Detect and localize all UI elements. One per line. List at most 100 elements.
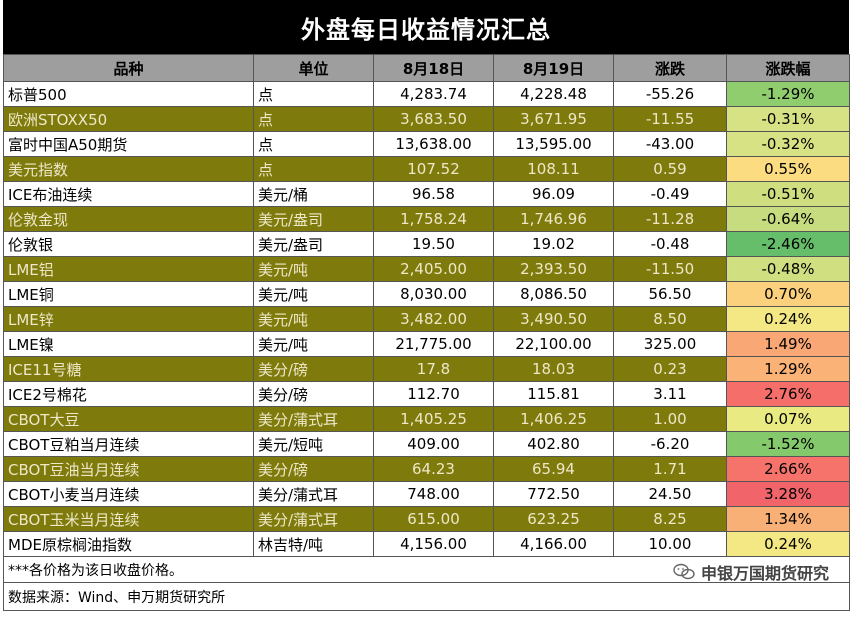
cell-change-pct: -2.46% (726, 231, 850, 257)
cell-date-2-price: 1,746.96 (493, 206, 614, 232)
cell-variety: 美元指数 (3, 156, 254, 182)
cell-unit: 美元/吨 (253, 281, 374, 307)
cell-date-1-price: 1,758.24 (373, 206, 494, 232)
cell-variety: LME镍 (3, 331, 254, 357)
table-row: ICE2号棉花 美分/磅 112.70 115.81 3.11 2.76% (3, 381, 850, 407)
cell-date-1-price: 748.00 (373, 481, 494, 507)
table-row: 伦敦银 美元/盎司 19.50 19.02 -0.48 -2.46% (3, 231, 850, 257)
cell-date-2-price: 4,228.48 (493, 81, 614, 107)
cell-change: -0.49 (613, 181, 727, 207)
table-row: CBOT豆油当月连续 美分/磅 64.23 65.94 1.71 2.66% (3, 456, 850, 482)
cell-change-pct: -1.52% (726, 431, 850, 457)
cell-variety: CBOT大豆 (3, 406, 254, 432)
cell-unit: 美分/磅 (253, 381, 374, 407)
cell-unit: 林吉特/吨 (253, 531, 374, 557)
cell-change-pct: 2.76% (726, 381, 850, 407)
header-row: 品种 单位 8月18日 8月19日 涨跌 涨跌幅 (3, 54, 850, 82)
cell-change-pct: 0.55% (726, 156, 850, 182)
cell-date-1-price: 13,638.00 (373, 131, 494, 157)
cell-variety: CBOT豆油当月连续 (3, 456, 254, 482)
cell-variety: CBOT玉米当月连续 (3, 506, 254, 532)
cell-variety: CBOT豆粕当月连续 (3, 431, 254, 457)
cell-variety: LME铝 (3, 256, 254, 282)
cell-unit: 美分/磅 (253, 456, 374, 482)
cell-date-2-price: 3,671.95 (493, 106, 614, 132)
cell-variety: ICE11号糖 (3, 356, 254, 382)
cell-unit: 点 (253, 156, 374, 182)
cell-change: -0.48 (613, 231, 727, 257)
table-row: CBOT大豆 美分/蒲式耳 1,405.25 1,406.25 1.00 0.07% (3, 406, 850, 432)
watermark-text: 申银万国期货研究 (700, 564, 829, 583)
cell-change-pct: 3.28% (726, 481, 850, 507)
cell-variety: ICE布油连续 (3, 181, 254, 207)
cell-date-1-price: 4,156.00 (373, 531, 494, 557)
cell-change: -11.50 (613, 256, 727, 282)
table-row: LME锌 美元/吨 3,482.00 3,490.50 8.50 0.24% (3, 306, 850, 332)
cell-change: 0.23 (613, 356, 727, 382)
table-body: 标普500 点 4,283.74 4,228.48 -55.26 -1.29% 欧洲STOX… (3, 81, 850, 557)
cell-date-1-price: 615.00 (373, 506, 494, 532)
cell-change: -55.26 (613, 81, 727, 107)
table-row: 伦敦金现 美元/盎司 1,758.24 1,746.96 -11.28 -0.64% (3, 206, 850, 232)
table-row: LME铜 美元/吨 8,030.00 8,086.50 56.50 0.70% (3, 281, 850, 307)
cell-date-1-price: 409.00 (373, 431, 494, 457)
cell-change-pct: 1.49% (726, 331, 850, 357)
cell-unit: 点 (253, 81, 374, 107)
cell-change: -43.00 (613, 131, 727, 157)
table-row: LME铝 美元/吨 2,405.00 2,393.50 -11.50 -0.48% (3, 256, 850, 282)
note-cell: ***各价格为该日收盘价格。 申银万国期货研究 (3, 556, 850, 583)
cell-change-pct: -0.48% (726, 256, 850, 282)
cell-change: 3.11 (613, 381, 727, 407)
cell-variety: ICE2号棉花 (3, 381, 254, 407)
cell-date-1-price: 2,405.00 (373, 256, 494, 282)
table-row: ICE布油连续 美元/桶 96.58 96.09 -0.49 -0.51% (3, 181, 850, 207)
cell-change-pct: 0.24% (726, 531, 850, 557)
cell-date-2-price: 772.50 (493, 481, 614, 507)
header-date-1: 8月18日 (373, 54, 494, 82)
closing-price-note: ***各价格为该日收盘价格。 (8, 562, 183, 579)
cell-change-pct: -0.32% (726, 131, 850, 157)
cell-change-pct: 2.66% (726, 456, 850, 482)
cell-unit: 美元/盎司 (253, 231, 374, 257)
cell-date-1-price: 8,030.00 (373, 281, 494, 307)
cell-variety: 标普500 (3, 81, 254, 107)
cell-unit: 点 (253, 106, 374, 132)
cell-variety: LME锌 (3, 306, 254, 332)
cell-variety: MDE原棕榈油指数 (3, 531, 254, 557)
table-row: CBOT豆粕当月连续 美元/短吨 409.00 402.80 -6.20 -1.52% (3, 431, 850, 457)
cell-date-1-price: 96.58 (373, 181, 494, 207)
table-row: 标普500 点 4,283.74 4,228.48 -55.26 -1.29% (3, 81, 850, 107)
header-change-pct: 涨跌幅 (726, 54, 850, 82)
table-row: CBOT玉米当月连续 美分/蒲式耳 615.00 623.25 8.25 1.34% (3, 506, 850, 532)
cell-date-2-price: 2,393.50 (493, 256, 614, 282)
cell-change: 10.00 (613, 531, 727, 557)
header-variety: 品种 (3, 54, 254, 82)
cell-date-2-price: 96.09 (493, 181, 614, 207)
cell-change: 8.50 (613, 306, 727, 332)
cell-date-1-price: 4,283.74 (373, 81, 494, 107)
cell-change: -11.55 (613, 106, 727, 132)
cell-date-2-price: 13,595.00 (493, 131, 614, 157)
cell-date-2-price: 8,086.50 (493, 281, 614, 307)
cell-variety: 伦敦银 (3, 231, 254, 257)
cell-date-2-price: 108.11 (493, 156, 614, 182)
source-row: 数据来源：Wind、申万期货研究所 (3, 582, 850, 611)
cell-unit: 美元/桶 (253, 181, 374, 207)
summary-table-container: 外盘每日收益情况汇总 品种 单位 8月18日 8月19日 涨跌 涨跌幅 标普50… (3, 0, 850, 611)
cell-date-2-price: 18.03 (493, 356, 614, 382)
cell-change: 1.00 (613, 406, 727, 432)
cell-unit: 美分/蒲式耳 (253, 481, 374, 507)
cell-unit: 点 (253, 131, 374, 157)
cell-unit: 美分/蒲式耳 (253, 406, 374, 432)
cell-variety: 富时中国A50期货 (3, 131, 254, 157)
cell-change-pct: 0.70% (726, 281, 850, 307)
watermark: 申银万国期货研究 (673, 560, 829, 583)
cell-unit: 美分/蒲式耳 (253, 506, 374, 532)
cell-variety: 伦敦金现 (3, 206, 254, 232)
cell-change: 56.50 (613, 281, 727, 307)
table-row: 富时中国A50期货点 13,638.00 13,595.00 -43.00 -0.32% (3, 131, 850, 157)
table-row: MDE原棕榈油指数 林吉特/吨 4,156.00 4,166.00 10.00 0.24% (3, 531, 850, 557)
wechat-icon (673, 563, 695, 580)
data-source: 数据来源：Wind、申万期货研究所 (3, 582, 850, 611)
cell-date-1-price: 19.50 (373, 231, 494, 257)
